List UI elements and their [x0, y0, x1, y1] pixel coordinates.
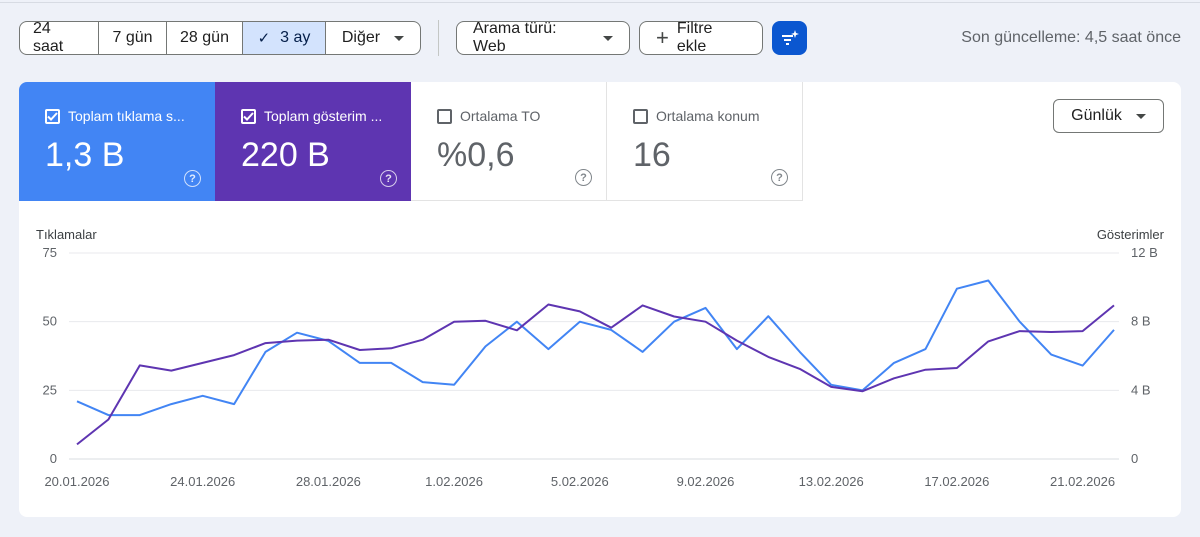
check-icon: ✓ [257, 30, 271, 47]
y-left-tick-label: 0 [50, 451, 57, 466]
x-tick-label: 20.01.2026 [44, 474, 109, 489]
top-divider [0, 0, 1200, 3]
metric-value: 16 [633, 136, 671, 174]
range-3m-button[interactable]: ✓ 3 ay [243, 22, 326, 54]
range-24h-button[interactable]: 24 saat [20, 22, 99, 54]
clicks-series-line [76, 279, 1115, 417]
y-right-axis: 12 B 8 B 4 B 0 [1131, 245, 1158, 466]
y-right-axis-title: Gösterimler [1097, 227, 1165, 242]
search-type-dropdown[interactable]: Arama türü: Web [456, 20, 630, 55]
metric-label: Ortalama konum [656, 108, 760, 124]
x-tick-label: 5.02.2026 [551, 474, 609, 489]
impressions-series-line [76, 303, 1115, 446]
add-filter-label: Filtre ekle [676, 20, 713, 55]
grid-lines [69, 252, 1119, 460]
y-left-axis-title: Tıklamalar [36, 227, 97, 242]
metric-total-clicks[interactable]: Toplam tıklama s... 1,3 B ? [19, 82, 215, 201]
y-right-tick-label: 4 B [1131, 382, 1151, 397]
add-filter-button[interactable]: + Filtre ekle [639, 20, 763, 55]
help-icon[interactable]: ? [771, 169, 788, 186]
metric-value: 220 B [241, 136, 330, 174]
date-range-selector: 24 saat 7 gün 28 gün ✓ 3 ay Diğer [19, 21, 421, 55]
x-tick-label: 13.02.2026 [799, 474, 864, 489]
range-7d-label: 7 gün [112, 29, 153, 46]
last-update-text: Son güncelleme: 4,5 saat önce [961, 29, 1181, 46]
y-right-tick-label: 0 [1131, 451, 1138, 466]
y-left-axis: 75 50 25 0 [43, 245, 57, 466]
range-28d-label: 28 gün [180, 29, 229, 46]
y-right-tick-label: 8 B [1131, 314, 1151, 329]
range-28d-button[interactable]: 28 gün [167, 22, 243, 54]
y-right-tick-label: 12 B [1131, 245, 1158, 260]
help-icon[interactable]: ? [184, 170, 201, 187]
granularity-label: Günlük [1071, 107, 1122, 124]
search-type-label: Arama türü: Web [473, 20, 557, 55]
chart-lines [76, 279, 1115, 446]
help-icon[interactable]: ? [380, 170, 397, 187]
x-tick-label: 9.02.2026 [677, 474, 735, 489]
metric-label: Toplam tıklama s... [68, 108, 185, 124]
range-24h-label: 24 saat [33, 21, 64, 55]
chevron-down-icon [603, 35, 613, 41]
chevron-down-icon [394, 35, 405, 41]
range-other-dropdown[interactable]: Diğer [326, 22, 420, 54]
metric-label: Ortalama TO [460, 108, 541, 124]
help-icon[interactable]: ? [575, 169, 592, 186]
chevron-down-icon [1135, 113, 1146, 119]
performance-card: Toplam tıklama s... 1,3 B ? Toplam göste… [19, 82, 1181, 517]
x-tick-label: 1.02.2026 [425, 474, 483, 489]
metric-average-ctr[interactable]: Ortalama TO %0,6 ? [411, 82, 607, 201]
checkbox-unchecked-icon [437, 108, 452, 124]
smart-filter-button[interactable] [772, 21, 807, 55]
plus-icon: + [656, 25, 669, 50]
range-3m-label: 3 ay [280, 29, 311, 46]
x-tick-label: 17.02.2026 [924, 474, 989, 489]
x-tick-label: 24.01.2026 [170, 474, 235, 489]
x-axis: 20.01.2026 24.01.2026 28.01.2026 1.02.2026 5… [44, 474, 1115, 489]
performance-chart: Tıklamalar Gösterimler 75 50 25 0 12 B 8 B 4 … [36, 227, 1165, 489]
granularity-dropdown[interactable]: Günlük [1053, 99, 1164, 133]
x-tick-label: 21.02.2026 [1050, 474, 1115, 489]
metric-total-impressions[interactable]: Toplam gösterim ... 220 B ? [215, 82, 411, 201]
toolbar-separator [438, 20, 439, 56]
filter-sparkle-icon [781, 30, 799, 45]
metric-average-position[interactable]: Ortalama konum 16 ? [607, 82, 803, 201]
y-left-tick-label: 25 [43, 382, 57, 397]
checkbox-checked-icon [241, 108, 256, 124]
y-left-tick-label: 50 [43, 314, 57, 329]
range-7d-button[interactable]: 7 gün [99, 22, 167, 54]
metric-value: %0,6 [437, 136, 515, 174]
y-left-tick-label: 75 [43, 245, 57, 260]
checkbox-unchecked-icon [633, 108, 648, 124]
x-tick-label: 28.01.2026 [296, 474, 361, 489]
range-other-label: Diğer [341, 29, 381, 46]
metric-value: 1,3 B [45, 136, 125, 174]
metric-label: Toplam gösterim ... [264, 108, 383, 124]
checkbox-checked-icon [45, 108, 60, 124]
